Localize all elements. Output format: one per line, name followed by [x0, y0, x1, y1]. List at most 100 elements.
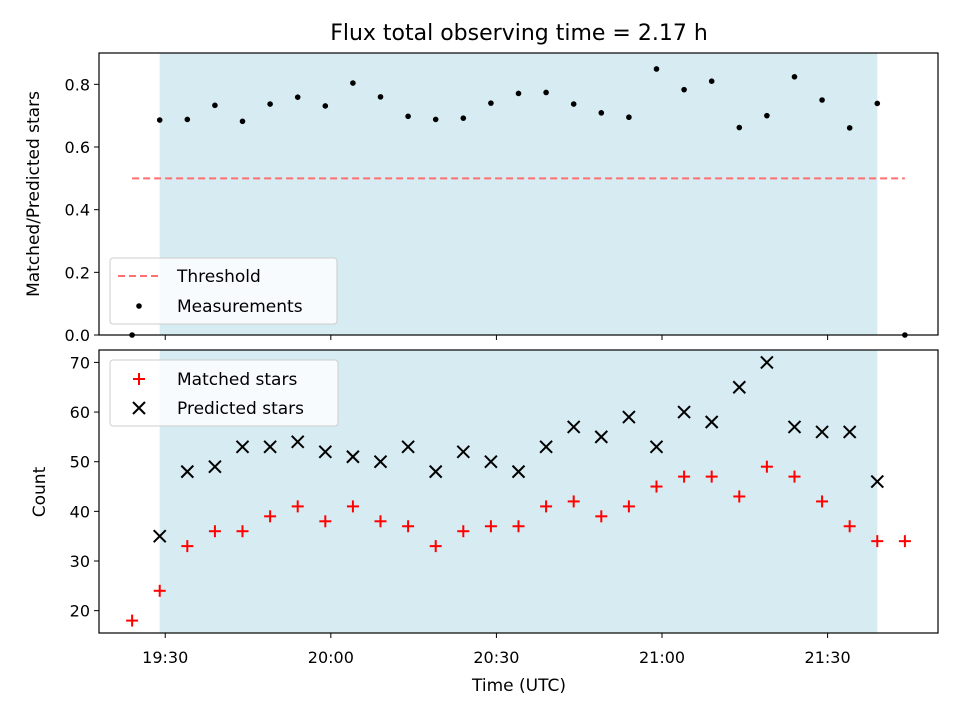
bottom-axes-frame	[98, 349, 939, 634]
x-tick-label: 19:30	[142, 648, 188, 667]
predicted-star-point	[373, 455, 388, 469]
measurement-point	[736, 124, 743, 131]
predicted-star-point	[318, 445, 333, 459]
predicted-star-point	[346, 450, 360, 464]
matched-star-point	[622, 500, 635, 513]
measurement-point	[764, 112, 770, 119]
matched-star-point	[181, 540, 194, 553]
predicted-star-point	[594, 430, 609, 444]
top-y-axis-label: Matched/Predicted stars	[24, 91, 44, 297]
predicted-star-point	[456, 445, 471, 459]
legend-matched-label: Matched stars	[177, 370, 297, 390]
measurement-point	[681, 86, 687, 93]
top-y-tick-label: 0.4	[65, 201, 90, 220]
predicted-star-point	[677, 405, 691, 419]
x-axis-label: Time (UTC)	[471, 676, 566, 696]
chart-title: Flux total observing time = 2.17 h	[330, 21, 708, 46]
x-tick-label: 20:30	[473, 648, 519, 667]
predicted-star-point	[428, 464, 443, 479]
measurement-point	[874, 100, 881, 107]
predicted-star-point	[235, 440, 250, 454]
matched-star-point	[512, 520, 525, 533]
measurement-point	[846, 125, 853, 131]
measurement-point	[212, 102, 218, 109]
matched-star-point	[540, 500, 553, 513]
measurement-point	[570, 101, 577, 107]
predicted-star-point	[291, 435, 305, 449]
predicted-star-point	[208, 459, 222, 474]
predicted-star-point	[760, 355, 774, 370]
bottom-legend: Matched stars Predicted stars	[109, 359, 339, 427]
top-legend: Threshold Measurements	[109, 257, 338, 325]
measurement-point	[543, 89, 549, 96]
predicted-star-point	[153, 529, 167, 543]
predicted-star-point	[566, 420, 581, 434]
measurement-point	[460, 115, 467, 121]
measurement-point	[432, 116, 439, 123]
measurement-point	[267, 101, 273, 107]
bottom-y-tick-label: 70	[70, 353, 90, 372]
matched-star-point	[816, 495, 829, 508]
measurement-point	[819, 97, 825, 103]
bottom-y-axis-label: Count	[30, 466, 50, 517]
predicted-star-point	[815, 425, 829, 439]
matched-star-point	[484, 520, 497, 533]
matched-star-point	[678, 470, 691, 483]
matched-star-point	[264, 510, 277, 523]
matched-star-point	[733, 490, 746, 503]
matched-star-point	[567, 495, 580, 508]
matched-star-point	[595, 510, 608, 523]
top-y-tick-label: 0.8	[65, 75, 90, 94]
predicted-star-point	[511, 464, 526, 479]
matched-star-point	[457, 525, 470, 538]
matched-star-point	[705, 470, 718, 483]
matched-star-point	[153, 584, 166, 597]
measurement-point	[598, 110, 605, 116]
bottom-y-tick-label: 30	[70, 552, 90, 571]
matched-star-point	[871, 535, 884, 548]
legend-predicted-label: Predicted stars	[177, 399, 304, 419]
matched-star-point	[319, 515, 332, 528]
predicted-star-point	[842, 425, 857, 439]
bottom-panel: 20 30 40 50 60 70 19:30 20:00 20:30 21:00 21:30 C…	[30, 349, 939, 696]
measurement-point	[626, 114, 632, 121]
predicted-star-point	[180, 464, 195, 479]
matched-star-point	[788, 470, 801, 483]
matched-star-point	[236, 525, 249, 538]
matched-star-point	[843, 520, 856, 533]
top-y-tick-label: 0.6	[65, 138, 90, 157]
matched-star-point	[760, 460, 773, 473]
measurement-point	[405, 113, 411, 120]
bottom-y-tick-label: 40	[70, 502, 90, 521]
predicted-star-point	[622, 410, 636, 424]
measurement-point	[791, 74, 798, 80]
predicted-star-point	[870, 474, 884, 489]
measurement-point	[156, 117, 163, 123]
measurement-point	[708, 78, 715, 84]
measurement-point	[377, 94, 384, 100]
measurement-point	[515, 90, 522, 97]
matched-star-point	[208, 525, 221, 538]
bottom-legend-box	[109, 359, 339, 427]
matched-star-point	[126, 614, 139, 627]
predicted-star-point	[401, 440, 415, 454]
measurement-point	[239, 118, 246, 125]
matched-star-point	[402, 520, 415, 533]
matched-star-point	[650, 480, 663, 493]
predicted-star-point	[787, 420, 802, 434]
measurement-point	[322, 103, 329, 109]
x-tick-label: 20:00	[308, 648, 354, 667]
legend-measurements-swatch	[136, 303, 142, 309]
measurement-point	[488, 100, 494, 106]
measurement-point	[294, 94, 301, 100]
legend-measurements-label: Measurements	[177, 297, 303, 317]
x-tick-label: 21:00	[639, 648, 685, 667]
legend-predicted-swatch	[132, 401, 146, 415]
measurement-point	[184, 116, 191, 123]
legend-matched-swatch	[133, 373, 145, 385]
matched-star-point	[898, 535, 911, 548]
bottom-y-tick-label: 20	[70, 602, 90, 621]
bottom-y-tick-label: 50	[70, 453, 90, 472]
bottom-y-tick-label: 60	[70, 403, 90, 422]
